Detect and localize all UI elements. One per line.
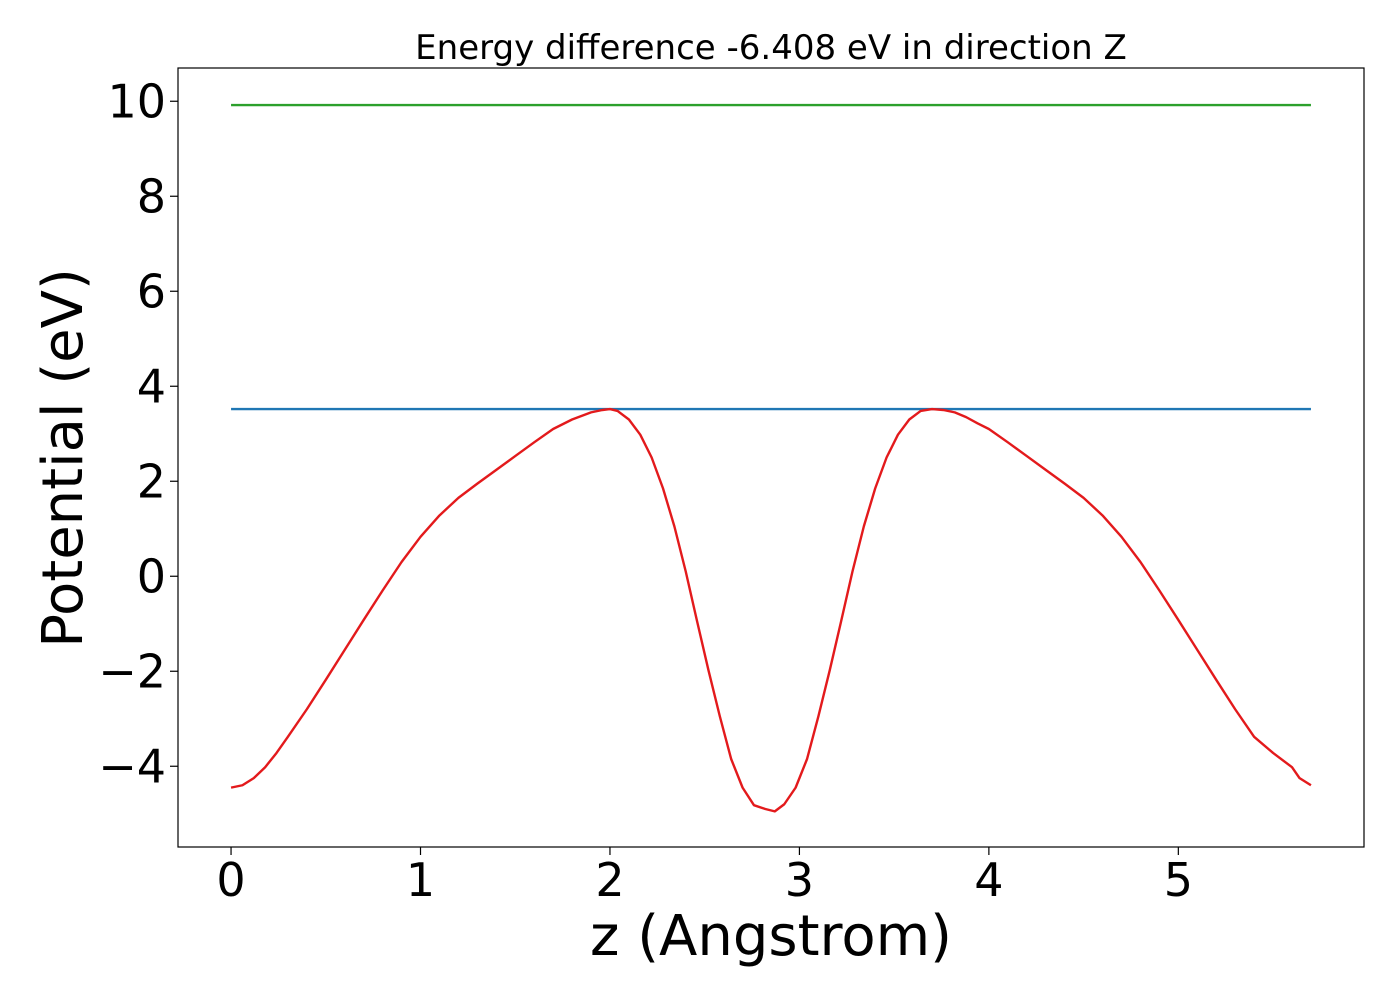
y-tick-label: 10 bbox=[107, 74, 166, 128]
x-tick-label: 4 bbox=[974, 853, 1003, 907]
y-tick-label: −2 bbox=[98, 644, 166, 698]
y-tick-label: 8 bbox=[137, 169, 166, 223]
y-tick-label: 6 bbox=[137, 264, 166, 318]
x-tick-label: 2 bbox=[595, 853, 624, 907]
x-axis-ticks: 0 1 2 3 4 5 bbox=[216, 847, 1193, 907]
y-tick-label: −4 bbox=[98, 739, 166, 793]
x-tick-label: 0 bbox=[216, 853, 245, 907]
plot-lines bbox=[230, 103, 1312, 813]
y-axis-ticks: −4 −2 0 2 4 6 8 10 bbox=[98, 74, 178, 793]
x-axis-label: z (Angstrom) bbox=[590, 904, 952, 969]
y-axis-label: Potential (eV) bbox=[31, 268, 96, 648]
y-tick-label: 2 bbox=[137, 454, 166, 508]
series-line-3 bbox=[230, 407, 1312, 813]
plot-area-frame bbox=[177, 67, 1365, 848]
y-tick-label: 0 bbox=[137, 549, 166, 603]
y-tick-label: 4 bbox=[137, 359, 166, 413]
chart-title: Energy difference -6.408 eV in direction… bbox=[415, 28, 1127, 68]
x-tick-label: 3 bbox=[785, 853, 814, 907]
x-tick-label: 5 bbox=[1164, 853, 1193, 907]
x-tick-label: 1 bbox=[406, 853, 435, 907]
